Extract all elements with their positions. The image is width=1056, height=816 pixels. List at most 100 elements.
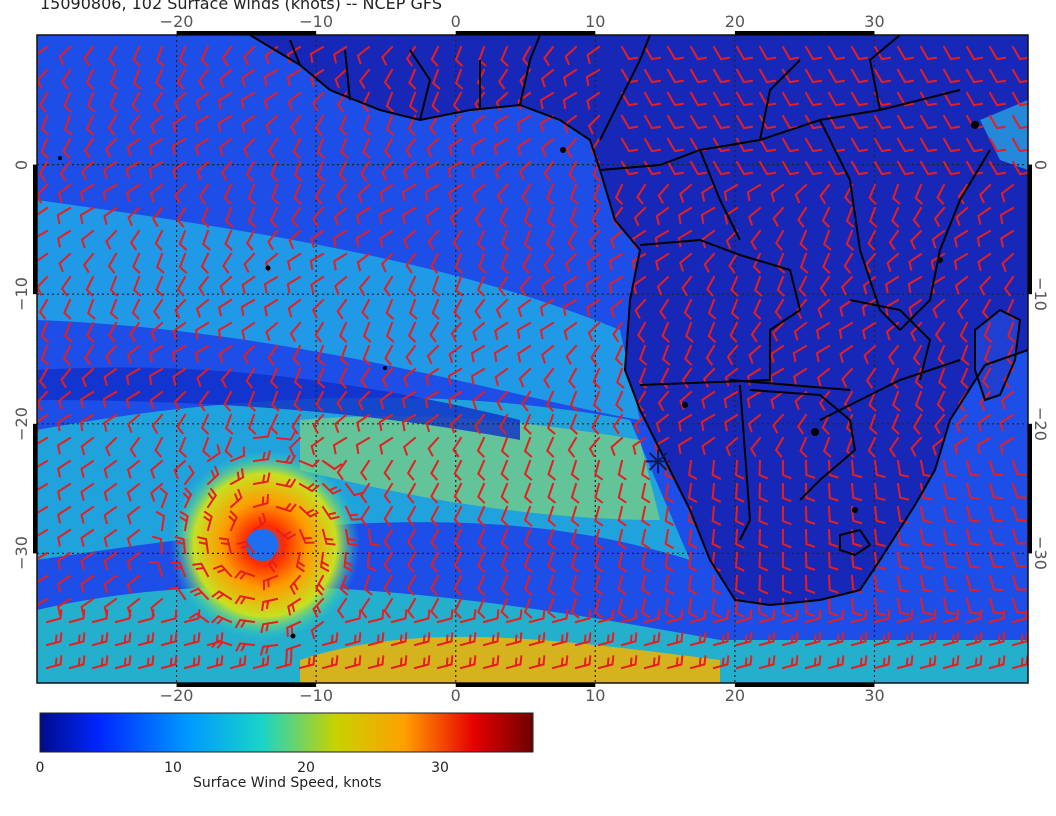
- wind-barb: [495, 298, 509, 319]
- wind-barb: [79, 413, 95, 432]
- wind-barb: [666, 137, 685, 153]
- wind-barb: [981, 298, 992, 320]
- wind-barb: [500, 45, 509, 67]
- wind-barb: [919, 482, 933, 501]
- wind-barb: [953, 252, 969, 271]
- wind-barb: [271, 183, 280, 205]
- wind-barb: [425, 367, 440, 386]
- wind-barb: [641, 482, 651, 504]
- wind-barb: [942, 91, 961, 107]
- wind-barb: [976, 436, 992, 455]
- wind-barb: [218, 137, 233, 157]
- wind-barb: [594, 459, 604, 481]
- wind-barb: [229, 446, 246, 463]
- wind-barb: [211, 615, 233, 625]
- wind-barb: [407, 321, 417, 343]
- wind-barb: [850, 528, 863, 548]
- wind-barb: [80, 574, 95, 593]
- wind-barb: [174, 183, 187, 204]
- wind-barb: [551, 655, 569, 670]
- wind-barb: [103, 413, 118, 432]
- wind-barb: [154, 436, 164, 458]
- map-title: 15090806, 102 Surface winds (knots) -- N…: [40, 0, 442, 13]
- wind-barb: [114, 609, 132, 624]
- wind-barb: [211, 639, 233, 649]
- wind-barb: [988, 505, 1003, 523]
- wind-barb: [426, 344, 440, 365]
- wind-barb: [954, 436, 969, 455]
- wind-barb: [850, 45, 869, 61]
- wind-barb: [63, 114, 73, 136]
- lon-tick-label: 0: [450, 12, 461, 31]
- wind-barb: [173, 459, 187, 480]
- wind-barb: [493, 344, 509, 363]
- wind-barb: [793, 321, 808, 341]
- wind-barb: [241, 114, 256, 134]
- wind-barb: [896, 609, 914, 624]
- wind-barb: [634, 298, 647, 319]
- wind-barb: [758, 505, 769, 526]
- wind-barb: [1011, 655, 1028, 670]
- wind-barb: [781, 655, 799, 670]
- wind-barb: [712, 68, 731, 84]
- wind-barb: [798, 275, 808, 297]
- wind-barb: [541, 344, 555, 364]
- wind-barb: [336, 183, 348, 205]
- wind-barb: [292, 344, 302, 366]
- wind-barb: [827, 482, 839, 502]
- wind-barb: [868, 390, 877, 412]
- wind-barb: [298, 528, 315, 544]
- lon-tick-label: −20: [159, 686, 194, 705]
- wind-barb: [620, 160, 639, 176]
- wind-barb: [107, 321, 118, 343]
- wind-barb: [287, 298, 302, 318]
- wind-barb: [774, 436, 785, 458]
- wind-barb: [896, 597, 910, 616]
- wind-barb: [781, 574, 792, 595]
- wind-barb: [436, 655, 454, 670]
- wind-barb: [758, 68, 777, 84]
- wind-barb: [654, 436, 670, 455]
- wind-barb: [660, 367, 670, 389]
- wind-barb: [383, 551, 394, 573]
- wind-barb: [80, 229, 95, 249]
- wind-barb: [430, 459, 440, 481]
- wind-barb: [749, 436, 762, 458]
- wind-barb: [425, 160, 440, 179]
- wind-barb: [367, 528, 380, 547]
- wind-barb: [896, 91, 915, 107]
- wind-barb: [781, 91, 800, 107]
- wind-barb: [402, 160, 417, 180]
- wind-barb: [817, 298, 831, 318]
- wind-barb: [148, 137, 164, 156]
- wind-barb: [868, 206, 878, 228]
- wind-barb: [470, 367, 486, 386]
- wind-barb: [37, 252, 49, 271]
- wind-barb: [912, 206, 923, 228]
- wind-barb: [586, 298, 601, 317]
- wind-barb: [907, 275, 923, 294]
- wind-barb: [267, 551, 279, 573]
- wind-barb: [758, 574, 769, 595]
- wind-barb: [447, 367, 463, 386]
- wind-barb: [965, 459, 980, 477]
- wind-barb: [528, 632, 546, 647]
- wind-barb: [804, 114, 823, 130]
- wind-barb: [178, 229, 188, 251]
- wind-barb: [617, 482, 627, 504]
- wind-barb: [965, 505, 980, 523]
- lat-tick-label: −20: [1031, 406, 1050, 441]
- lat-tick-label: −10: [12, 277, 31, 312]
- wind-barb: [617, 528, 627, 550]
- wind-barb: [873, 45, 892, 61]
- wind-barb: [1011, 505, 1027, 522]
- wind-barb: [961, 344, 970, 366]
- wind-barb: [774, 298, 785, 320]
- wind-barb: [896, 551, 910, 570]
- wind-barb: [202, 436, 211, 458]
- wind-barb: [128, 114, 141, 136]
- wind-barb: [286, 275, 302, 294]
- wind-barb: [80, 528, 95, 547]
- wind-barb: [547, 528, 557, 550]
- wind-barb: [936, 183, 946, 205]
